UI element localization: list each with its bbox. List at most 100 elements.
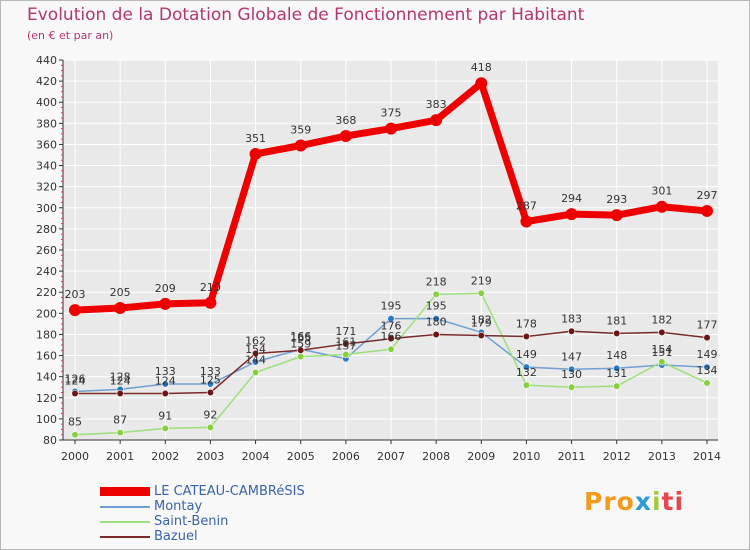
data-point — [71, 431, 79, 439]
data-label: 161 — [335, 336, 356, 349]
data-point — [69, 304, 81, 317]
data-label: 92 — [203, 408, 217, 421]
data-point — [432, 315, 440, 323]
x-tick-label: 2006 — [332, 450, 360, 463]
data-label: 91 — [158, 409, 172, 422]
data-label: 171 — [335, 325, 356, 338]
data-point — [71, 389, 79, 398]
data-label: 157 — [335, 340, 356, 353]
data-label: 182 — [471, 313, 492, 326]
data-point — [206, 423, 215, 431]
data-label: 181 — [606, 314, 627, 327]
y-tick-label: 300 — [36, 202, 57, 215]
x-tick-label: 2007 — [377, 450, 405, 463]
y-tick-label: 360 — [36, 138, 57, 151]
data-label: 205 — [110, 286, 131, 299]
data-label: 162 — [245, 334, 266, 347]
data-point — [387, 315, 395, 323]
proxiti-logo: Proxiti — [584, 487, 685, 516]
y-tick-label: 420 — [36, 75, 57, 88]
data-point — [297, 353, 305, 361]
x-tick-label: 2001 — [106, 450, 134, 463]
data-point — [430, 114, 443, 127]
legend-item-montay: Montay — [100, 499, 305, 514]
data-point — [249, 147, 262, 160]
data-label: 218 — [426, 275, 447, 288]
y-tick-label: 260 — [36, 244, 57, 257]
data-point — [522, 363, 531, 371]
legend-item-bazuel: Bazuel — [100, 529, 305, 544]
data-label: 209 — [155, 282, 176, 295]
data-label: 210 — [200, 281, 221, 294]
data-label: 149 — [697, 348, 718, 361]
y-tick-label: 160 — [36, 350, 57, 363]
data-label: 132 — [516, 366, 537, 379]
data-label: 287 — [516, 200, 537, 213]
data-point — [567, 365, 576, 373]
data-label: 165 — [290, 331, 311, 344]
data-point — [387, 345, 395, 353]
data-point — [658, 358, 666, 366]
data-label: 183 — [561, 312, 582, 325]
data-label: 219 — [471, 274, 492, 287]
data-point — [385, 122, 397, 135]
data-point — [251, 349, 260, 358]
x-tick-label: 2005 — [287, 450, 315, 463]
data-label: 179 — [471, 317, 492, 330]
data-point — [297, 346, 305, 354]
data-point — [206, 380, 215, 388]
data-point — [522, 332, 531, 341]
data-label: 149 — [516, 348, 537, 361]
legend-label: Saint-Benin — [154, 514, 229, 529]
y-tick-label: 240 — [36, 265, 57, 278]
data-point — [161, 380, 169, 388]
data-label: 125 — [200, 374, 221, 387]
data-point — [114, 302, 127, 315]
data-point — [206, 388, 215, 397]
data-point — [703, 334, 711, 342]
data-label: 128 — [110, 370, 131, 383]
data-point — [204, 296, 217, 309]
data-point — [161, 389, 169, 398]
data-label: 368 — [335, 114, 356, 127]
data-label: 383 — [426, 98, 447, 111]
data-point — [610, 209, 623, 222]
x-tick-label: 2004 — [242, 450, 270, 463]
data-label: 375 — [381, 107, 402, 120]
data-label: 154 — [245, 343, 266, 356]
legend-label: Bazuel — [154, 529, 198, 544]
data-label: 124 — [155, 375, 176, 388]
data-point — [161, 424, 169, 432]
x-tick-label: 2014 — [693, 450, 721, 463]
legend-swatch-bazuel — [100, 535, 150, 538]
y-tick-label: 320 — [36, 181, 57, 194]
data-label: 133 — [200, 365, 221, 378]
x-tick-label: 2003 — [196, 450, 224, 463]
data-label: 301 — [651, 185, 672, 198]
y-tick-label: 440 — [36, 54, 57, 67]
data-label: 126 — [65, 372, 86, 385]
data-label: 134 — [697, 364, 718, 377]
data-point — [520, 215, 533, 228]
y-tick-label: 340 — [36, 160, 57, 173]
legend-item-le-cateau: LE CATEAU-CAMBRéSIS — [100, 484, 305, 499]
data-label: 151 — [651, 346, 672, 359]
data-label: 195 — [426, 300, 447, 313]
data-label: 203 — [65, 288, 86, 301]
legend-swatch-le-cateau — [100, 487, 150, 496]
data-point — [567, 327, 576, 335]
data-point — [613, 382, 621, 390]
y-tick-label: 280 — [36, 223, 57, 236]
data-label: 130 — [561, 368, 582, 381]
data-point — [613, 364, 621, 372]
data-point — [477, 289, 485, 297]
data-label: 166 — [381, 330, 402, 343]
y-tick-label: 200 — [36, 307, 57, 320]
y-tick-label: 120 — [36, 392, 57, 405]
legend-item-saint-benin: Saint-Benin — [100, 514, 305, 529]
data-label: 124 — [110, 375, 131, 388]
data-point — [522, 381, 531, 389]
data-label: 131 — [606, 367, 627, 380]
data-point — [339, 130, 352, 142]
